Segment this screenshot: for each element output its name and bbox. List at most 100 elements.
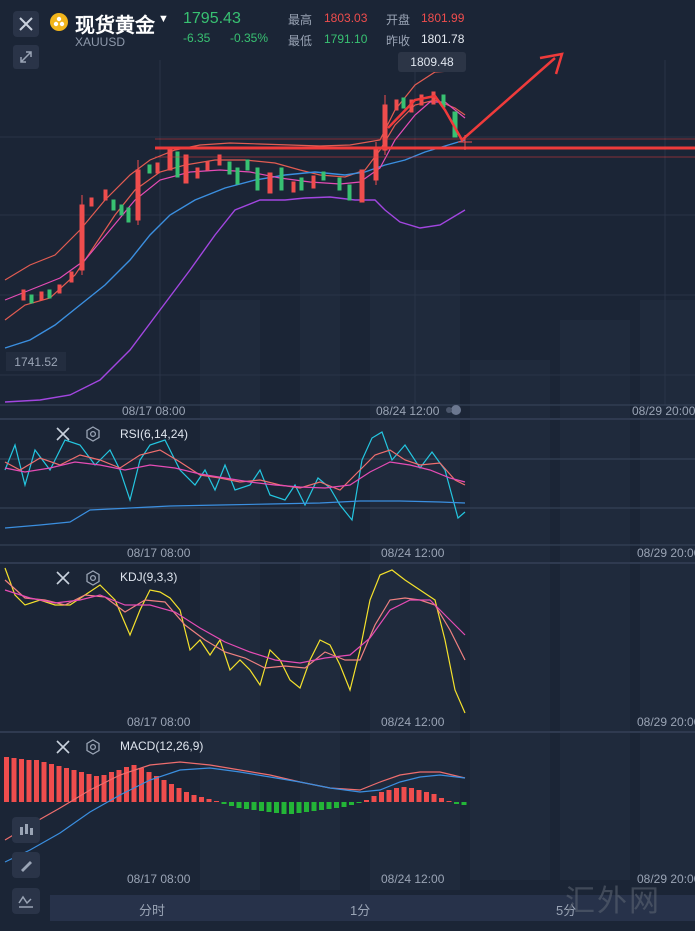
macd-bar — [94, 776, 99, 802]
close-icon — [56, 740, 70, 754]
chevron-down-icon[interactable]: ▼ — [158, 13, 169, 25]
instrument-title[interactable]: 现货黄金 — [75, 15, 155, 37]
timeframe-tab-bar — [50, 895, 695, 921]
tab-timeline[interactable]: 分时 — [139, 903, 166, 918]
close-button[interactable] — [13, 11, 39, 37]
macd-bar — [101, 775, 107, 802]
macd-bar — [311, 802, 317, 811]
macd-bar — [71, 770, 77, 802]
macd-bar — [334, 802, 339, 808]
macd-bar — [454, 802, 459, 804]
current-price: 1795.43 — [183, 10, 241, 27]
gold-logo-icon — [50, 13, 68, 31]
time-label: 08/17 08:00 — [127, 715, 191, 729]
macd-bar — [326, 802, 332, 809]
prev-close-value: 1801.78 — [421, 32, 465, 46]
watermark: 汇外网 — [565, 884, 661, 919]
macd-bar — [131, 765, 137, 802]
expand-icon — [20, 51, 32, 63]
macd-bar — [259, 802, 264, 811]
macd-bar — [409, 788, 414, 802]
macd-bar — [206, 799, 212, 802]
macd-bar — [109, 772, 114, 802]
macd-bar — [461, 802, 467, 805]
macd-bar — [41, 762, 47, 802]
high-value: 1803.03 — [324, 11, 368, 25]
high-label: 最高 — [288, 13, 313, 27]
macd-bar — [79, 772, 84, 802]
time-label: 08/29 20:00 — [637, 715, 695, 729]
close-icon — [56, 571, 70, 585]
time-label: 08/17 08:00 — [127, 872, 191, 886]
pen-tool-icon — [21, 861, 32, 872]
macd-bar — [56, 766, 62, 802]
price-change-percent: -0.35% — [230, 31, 269, 45]
macd-bar — [446, 801, 452, 802]
macd-title: MACD(12,26,9) — [120, 739, 204, 753]
macd-bar — [4, 757, 9, 802]
macd-bar — [349, 802, 354, 805]
expand-button[interactable] — [13, 45, 39, 69]
macd-bar — [221, 802, 227, 804]
macd-bar — [424, 792, 429, 802]
kdj-settings-button[interactable] — [85, 570, 101, 591]
macd-bar — [229, 802, 234, 806]
macd-bar — [364, 800, 369, 802]
prev-close-label: 昨收 — [386, 34, 411, 48]
low-value: 1791.10 — [324, 32, 368, 46]
instrument-symbol: XAUUSD — [75, 35, 126, 49]
rsi-settings-button[interactable] — [85, 426, 101, 447]
kdj-close-button[interactable] — [55, 570, 71, 591]
macd-bar — [191, 795, 197, 802]
price-change: -6.35 — [183, 31, 211, 45]
macd-bar — [124, 767, 129, 802]
macd-bar — [214, 801, 219, 802]
macd-bar — [394, 788, 399, 802]
indicator-tool-button[interactable] — [12, 888, 40, 914]
macd-bar — [431, 794, 437, 802]
macd-bar — [274, 802, 279, 813]
time-label: 08/29 20:00 — [637, 546, 695, 560]
time-label: 08/24 12:00 — [381, 872, 445, 886]
macd-bar — [49, 764, 54, 802]
pen-tool-button[interactable] — [12, 852, 40, 878]
settings-icon — [86, 426, 100, 442]
open-value: 1801.99 — [421, 11, 465, 25]
tab-5min[interactable]: 5分 — [556, 903, 577, 918]
macd-bar — [139, 768, 144, 802]
macd-bar — [386, 790, 392, 802]
rsi-close-button[interactable] — [55, 426, 71, 447]
macd-settings-button[interactable] — [85, 739, 101, 760]
macd-close-button[interactable] — [55, 739, 71, 760]
macd-bar — [251, 802, 257, 810]
settings-icon — [86, 739, 100, 755]
close-icon — [19, 17, 33, 31]
macd-bar — [169, 784, 174, 802]
macd-bar — [116, 770, 122, 802]
tab-1min[interactable]: 1分 — [350, 903, 371, 918]
candlestick-tool-button[interactable] — [12, 817, 40, 843]
time-label: 08/29 20:00 — [632, 404, 695, 418]
macd-bar — [319, 802, 324, 810]
low-price-tag: 1741.52 — [6, 352, 66, 371]
macd-bar — [401, 787, 407, 802]
time-label: 08/29 20:00 — [637, 872, 695, 886]
macd-bar — [289, 802, 294, 814]
close-icon — [56, 427, 70, 441]
macd-bar — [281, 802, 287, 814]
time-label: 08/17 08:00 — [122, 404, 186, 418]
macd-bar — [154, 776, 159, 802]
macd-bar — [416, 790, 422, 802]
macd-bar — [356, 802, 362, 803]
macd-bar — [371, 796, 377, 802]
indicator-tool-icon — [18, 895, 33, 908]
candlestick-tool-icon — [20, 824, 33, 835]
macd-bar — [11, 758, 17, 802]
time-label: 08/24 12:00 — [381, 715, 445, 729]
macd-bar — [146, 772, 152, 802]
rsi-title: RSI(6,14,24) — [120, 427, 189, 441]
macd-bar — [199, 797, 204, 802]
macd-bar — [26, 760, 32, 802]
low-label: 最低 — [288, 34, 313, 48]
